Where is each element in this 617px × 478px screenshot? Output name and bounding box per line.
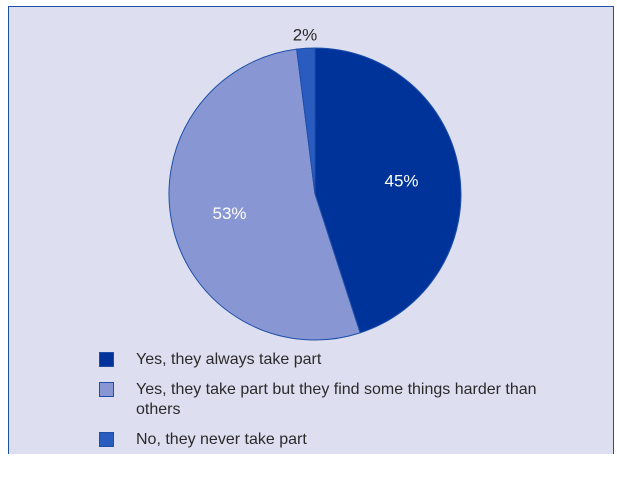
slice-label-2: 2%	[293, 25, 318, 44]
slice-label-1: 53%	[212, 204, 246, 223]
legend-swatch-always	[99, 352, 114, 367]
slice-label-0: 45%	[384, 171, 418, 190]
legend-label-some-things-harder: Yes, they take part but they find some t…	[136, 381, 537, 418]
legend-label-never: No, they never take part	[136, 431, 307, 448]
legend-swatch-never	[99, 432, 114, 447]
legend: Yes, they always take part Yes, they tak…	[99, 350, 569, 460]
legend-swatch-some-things-harder	[99, 382, 114, 397]
pie-slice-2	[296, 47, 316, 195]
pie-slice-0	[314, 47, 462, 334]
legend-item: Yes, they always take part	[99, 350, 569, 370]
legend-item: No, they never take part	[99, 430, 569, 450]
pie-slice-1	[168, 48, 361, 341]
legend-item: Yes, they take part but they find some t…	[99, 380, 569, 420]
legend-label-always: Yes, they always take part	[136, 351, 322, 368]
